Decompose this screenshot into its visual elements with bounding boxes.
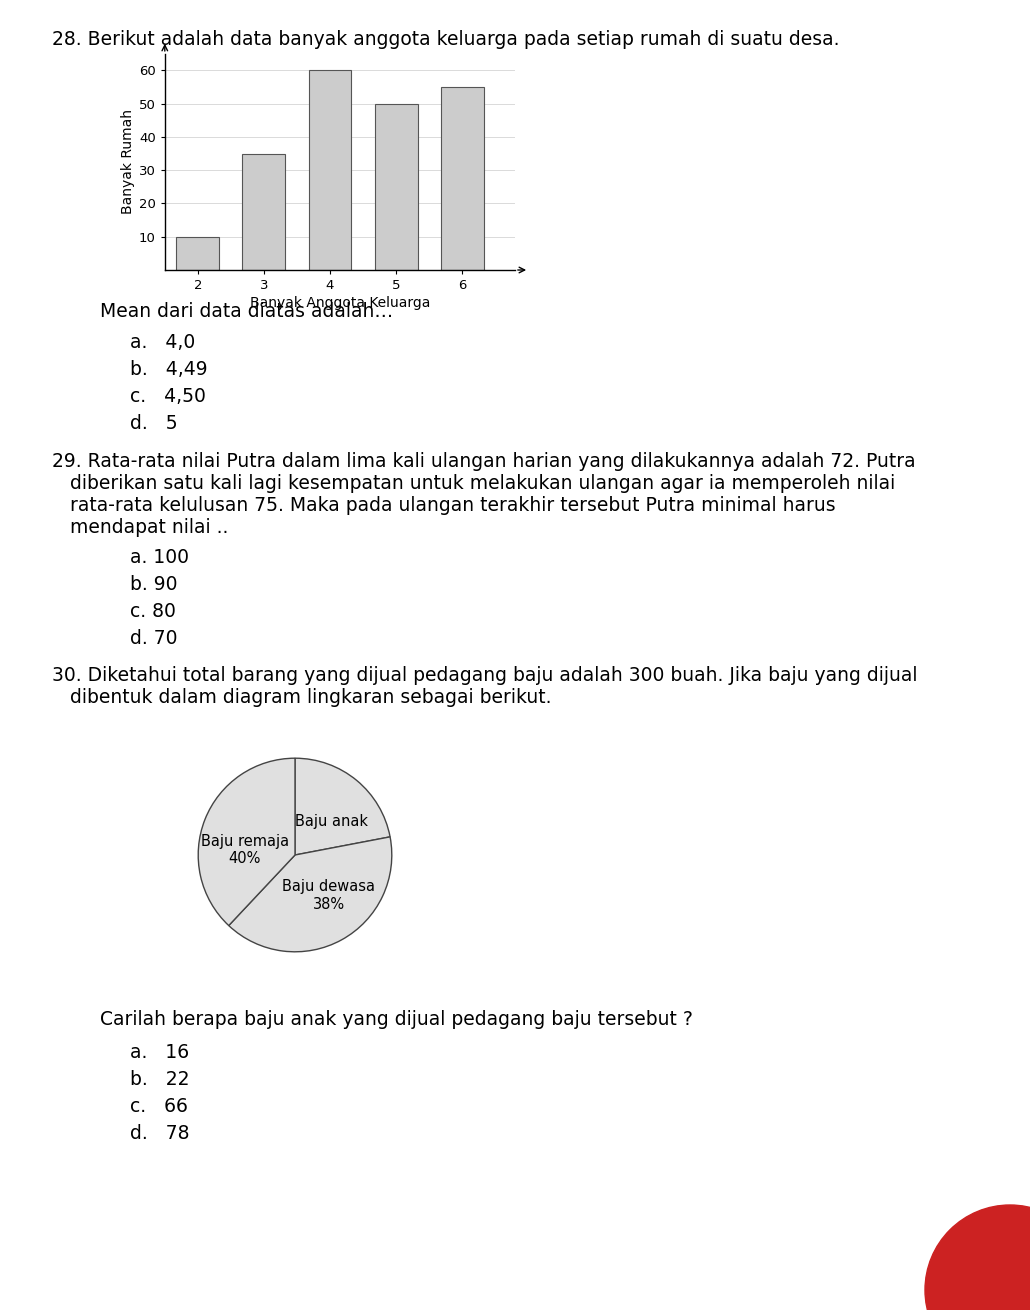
Text: d.   5: d. 5 bbox=[130, 414, 177, 434]
Text: 30. Diketahui total barang yang dijual pedagang baju adalah 300 buah. Jika baju : 30. Diketahui total barang yang dijual p… bbox=[52, 665, 918, 685]
X-axis label: Banyak Anggota Keluarga: Banyak Anggota Keluarga bbox=[249, 296, 431, 310]
Text: Baju dewasa
38%: Baju dewasa 38% bbox=[282, 879, 375, 912]
Text: rata-rata kelulusan 75. Maka pada ulangan terakhir tersebut Putra minimal harus: rata-rata kelulusan 75. Maka pada ulanga… bbox=[70, 496, 835, 515]
Bar bbox=[242, 153, 285, 270]
Text: a.   4,0: a. 4,0 bbox=[130, 333, 196, 352]
Text: diberikan satu kali lagi kesempatan untuk melakukan ulangan agar ia memperoleh n: diberikan satu kali lagi kesempatan untu… bbox=[70, 474, 895, 493]
Text: b.   4,49: b. 4,49 bbox=[130, 360, 208, 379]
Text: b. 90: b. 90 bbox=[130, 575, 177, 593]
Text: dibentuk dalam diagram lingkaran sebagai berikut.: dibentuk dalam diagram lingkaran sebagai… bbox=[70, 688, 551, 707]
Text: a. 100: a. 100 bbox=[130, 548, 188, 567]
Text: c.   66: c. 66 bbox=[130, 1096, 187, 1116]
Bar bbox=[375, 103, 417, 270]
Wedge shape bbox=[198, 758, 295, 926]
Text: 28. Berikut adalah data banyak anggota keluarga pada setiap rumah di suatu desa.: 28. Berikut adalah data banyak anggota k… bbox=[52, 30, 839, 48]
Text: d. 70: d. 70 bbox=[130, 629, 177, 648]
Bar bbox=[309, 71, 351, 270]
Text: Carilah berapa baju anak yang dijual pedagang baju tersebut ?: Carilah berapa baju anak yang dijual ped… bbox=[100, 1010, 693, 1028]
Bar bbox=[176, 237, 219, 270]
Text: 29. Rata-rata nilai Putra dalam lima kali ulangan harian yang dilakukannya adala: 29. Rata-rata nilai Putra dalam lima kal… bbox=[52, 452, 916, 472]
Text: c.   4,50: c. 4,50 bbox=[130, 386, 206, 406]
Text: b.   22: b. 22 bbox=[130, 1070, 190, 1089]
Y-axis label: Banyak Rumah: Banyak Rumah bbox=[121, 110, 135, 215]
Text: Mean dari data diatas adalah…: Mean dari data diatas adalah… bbox=[100, 303, 393, 321]
Circle shape bbox=[925, 1205, 1030, 1310]
Wedge shape bbox=[229, 837, 391, 952]
Text: Baju remaja
40%: Baju remaja 40% bbox=[201, 834, 288, 866]
Text: d.   78: d. 78 bbox=[130, 1124, 190, 1144]
Text: Baju anak: Baju anak bbox=[296, 814, 369, 829]
Text: c. 80: c. 80 bbox=[130, 603, 176, 621]
Wedge shape bbox=[295, 758, 390, 855]
Text: a.   16: a. 16 bbox=[130, 1043, 190, 1062]
Bar bbox=[441, 86, 484, 270]
Text: mendapat nilai ..: mendapat nilai .. bbox=[70, 517, 229, 537]
